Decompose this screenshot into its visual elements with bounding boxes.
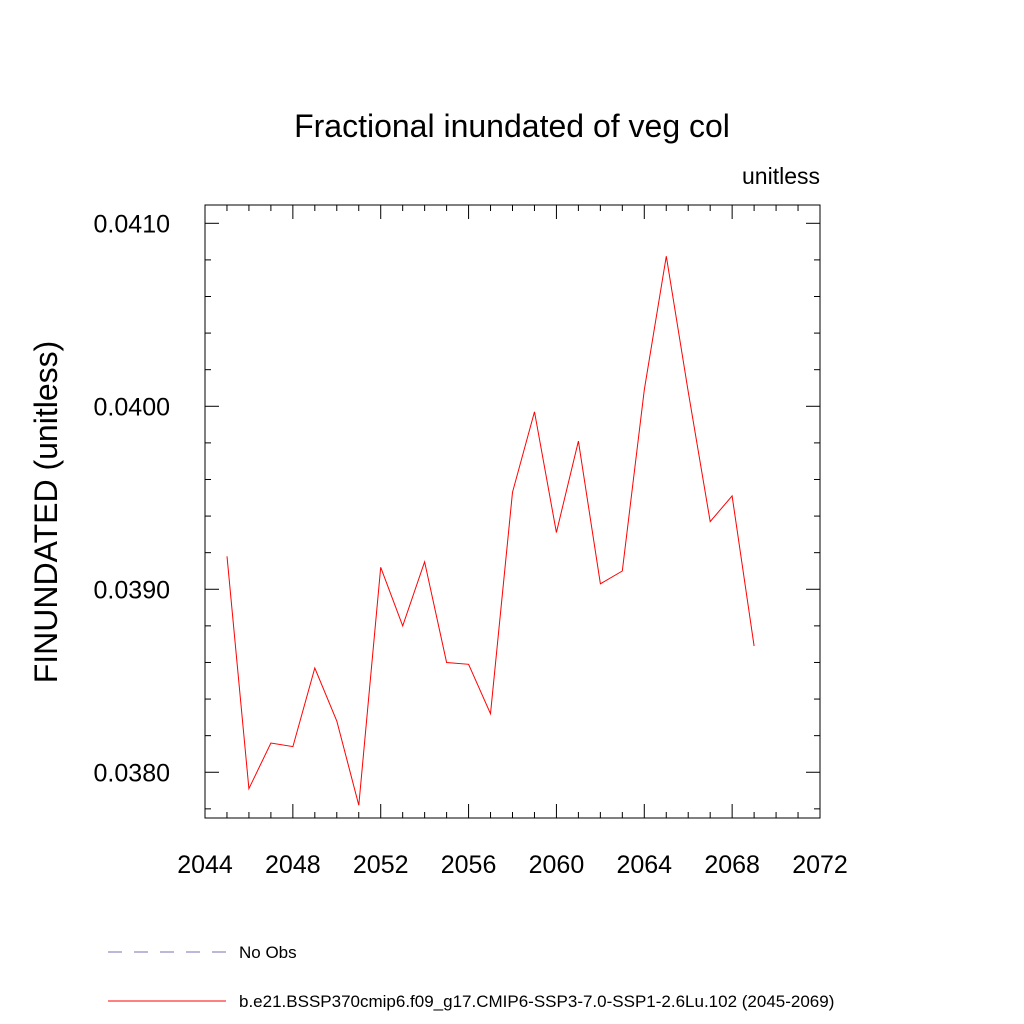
x-tick-label: 2056 — [441, 851, 497, 879]
y-tick-label: 0.0410 — [94, 210, 170, 238]
legend-label: No Obs — [239, 943, 297, 962]
x-axis: 2044 2048 2052 2056 2060 2064 2068 2072 — [177, 205, 848, 879]
x-tick-label: 2060 — [529, 851, 585, 879]
x-tick-label: 2072 — [792, 851, 848, 879]
x-tick-label: 2052 — [353, 851, 409, 879]
y-tick-label: 0.0400 — [94, 393, 170, 421]
legend: No Obs b.e21.BSSP370cmip6.f09_g17.CMIP6-S… — [108, 943, 834, 1011]
x-tick-label: 2068 — [704, 851, 760, 879]
x-tick-label: 2064 — [616, 851, 672, 879]
y-tick-label: 0.0380 — [94, 759, 170, 787]
y-tick-label: 0.0390 — [94, 576, 170, 604]
plot-frame — [204, 204, 821, 819]
x-tick-label: 2044 — [177, 851, 233, 879]
y-axis: 0.0380 0.0390 0.0400 0.0410 — [94, 210, 820, 810]
x-tick-label: 2048 — [265, 851, 321, 879]
legend-label: b.e21.BSSP370cmip6.f09_g17.CMIP6-SSP3-7.… — [239, 992, 834, 1011]
chart-title: Fractional inundated of veg col — [294, 108, 730, 144]
series-layer — [226, 256, 755, 806]
units-label: unitless — [742, 163, 820, 189]
y-axis-label: FINUNDATED (unitless) — [28, 341, 64, 684]
series-line — [226, 256, 755, 806]
